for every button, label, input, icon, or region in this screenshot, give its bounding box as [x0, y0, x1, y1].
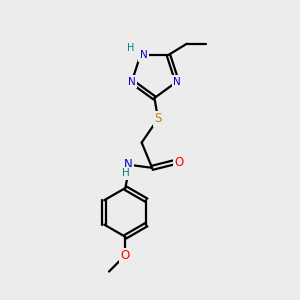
Text: N: N [124, 158, 133, 171]
Text: O: O [174, 156, 184, 169]
Text: O: O [121, 249, 130, 262]
Text: S: S [154, 112, 162, 125]
Text: H: H [127, 44, 135, 53]
Text: H: H [122, 168, 130, 178]
Text: N: N [173, 76, 181, 87]
Text: N: N [140, 50, 147, 60]
Text: N: N [128, 76, 136, 87]
